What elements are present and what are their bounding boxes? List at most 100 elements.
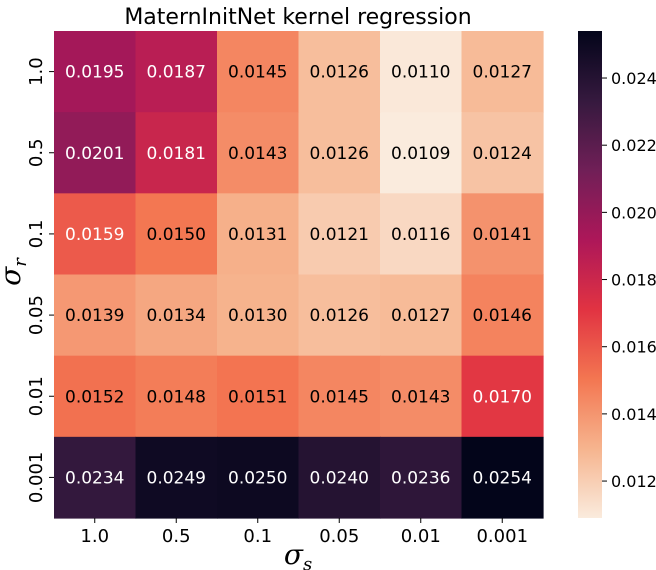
y-tick-label: 0.001 [26, 452, 47, 504]
y-tick-label: 0.01 [26, 376, 47, 416]
cell-value-label: 0.0240 [310, 468, 369, 488]
cell-value-label: 0.0130 [228, 306, 287, 326]
heatmap-cell [298, 112, 381, 194]
heatmap-cell [298, 31, 381, 113]
x-tick-label: 0.5 [162, 526, 191, 547]
cell-value-label: 0.0145 [310, 387, 369, 407]
heatmap-cell [217, 274, 300, 357]
cell-value-label: 0.0126 [310, 306, 369, 326]
y-axis-label: σr [0, 257, 31, 286]
colorbar-tick-label: 0.024 [611, 69, 656, 88]
y-tick-label: 0.05 [26, 295, 47, 335]
heatmap-cell [54, 112, 137, 194]
heatmap-cell [461, 112, 544, 194]
cell-value-label: 0.0236 [391, 468, 450, 488]
heatmap-cells: 0.0195 0.0187 0.0145 0.0126 0.0110 0.0127 0.02… [54, 31, 544, 519]
cell-value-label: 0.0141 [473, 225, 532, 245]
x-tick-label: 0.001 [476, 526, 528, 547]
heatmap-cell [298, 193, 381, 276]
heatmap-cell [380, 436, 463, 519]
x-tick-label: 0.01 [401, 526, 441, 547]
heatmap-cell [217, 31, 300, 113]
cell-value-label: 0.0126 [310, 63, 369, 83]
cell-value-label: 0.0131 [228, 225, 287, 245]
cell-value-label: 0.0116 [391, 225, 450, 245]
heatmap-cell [461, 355, 544, 438]
cell-value-label: 0.0152 [65, 387, 124, 407]
heatmap-cell [461, 31, 544, 113]
heatmap-cell [298, 355, 381, 438]
colorbar-tick-label: 0.012 [611, 472, 656, 491]
x-tick-label: 0.05 [319, 526, 359, 547]
heatmap-cell [461, 193, 544, 276]
cell-value-label: 0.0150 [147, 225, 206, 245]
colorbar-tick-label: 0.018 [611, 271, 656, 290]
heatmap-cell [380, 31, 463, 113]
y-tick-label: 1.0 [26, 57, 47, 86]
heatmap-cell [135, 31, 218, 113]
heatmap-cell [380, 274, 463, 357]
cell-value-label: 0.0121 [310, 225, 369, 245]
colorbar-tick-label: 0.016 [611, 338, 656, 357]
x-tick-label: 1.0 [80, 526, 109, 547]
cell-value-label: 0.0109 [391, 144, 450, 164]
cell-value-label: 0.0249 [147, 468, 206, 488]
x-tick-label: 0.1 [243, 526, 272, 547]
heatmap-cell [461, 436, 544, 519]
heatmap-cell [54, 193, 137, 276]
cell-value-label: 0.0145 [228, 63, 287, 83]
cell-value-label: 0.0250 [228, 468, 287, 488]
heatmap-cell [135, 112, 218, 194]
heatmap-cell [380, 355, 463, 438]
heatmap-cell [298, 436, 381, 519]
colorbar-tick-label: 0.014 [611, 405, 656, 424]
heatmap-cell [217, 436, 300, 519]
cell-value-label: 0.0170 [473, 387, 532, 407]
cell-value-label: 0.0126 [310, 144, 369, 164]
heatmap-cell [298, 274, 381, 357]
cell-value-label: 0.0187 [147, 63, 206, 83]
cell-value-label: 0.0146 [473, 306, 532, 326]
cell-value-label: 0.0159 [65, 225, 124, 245]
cell-value-label: 0.0143 [228, 144, 287, 164]
chart-title: MaternInitNet kernel regression [124, 5, 471, 30]
heatmap-cell [380, 193, 463, 276]
y-tick-label: 0.5 [26, 138, 47, 167]
colorbar [578, 31, 602, 518]
y-tick-label: 0.1 [26, 220, 47, 249]
cell-value-label: 0.0195 [65, 63, 124, 83]
cell-value-label: 0.0181 [147, 144, 206, 164]
x-axis-ticks: 1.0 0.5 0.1 0.05 0.01 0.001 [80, 518, 528, 547]
heatmap-cell [54, 436, 137, 519]
heatmap-cell [461, 274, 544, 357]
heatmap-cell [54, 274, 137, 357]
colorbar-ticks: 0.012 0.014 0.016 0.018 0.020 0.022 0.024 [602, 69, 656, 491]
heatmap-cell [54, 355, 137, 438]
cell-value-label: 0.0127 [391, 306, 450, 326]
heatmap-cell [217, 193, 300, 276]
x-axis-label: σs [284, 538, 312, 570]
cell-value-label: 0.0254 [473, 468, 532, 488]
cell-value-label: 0.0134 [147, 306, 206, 326]
cell-value-label: 0.0143 [391, 387, 450, 407]
cell-value-label: 0.0234 [65, 468, 124, 488]
cell-value-label: 0.0151 [228, 387, 287, 407]
cell-value-label: 0.0139 [65, 306, 124, 326]
cell-value-label: 0.0124 [473, 144, 532, 164]
cell-value-label: 0.0148 [147, 387, 206, 407]
heatmap-cell [54, 31, 137, 113]
cell-value-label: 0.0201 [65, 144, 124, 164]
heatmap-cell [135, 274, 218, 357]
heatmap-cell [135, 355, 218, 438]
y-axis-ticks: 1.0 0.5 0.1 0.05 0.01 0.001 [26, 57, 54, 503]
cell-value-label: 0.0110 [391, 63, 450, 83]
heatmap-cell [135, 193, 218, 276]
heatmap-cell [135, 436, 218, 519]
heatmap-cell [217, 355, 300, 438]
colorbar-tick-label: 0.022 [611, 136, 656, 155]
colorbar-tick-label: 0.020 [611, 203, 656, 222]
heatmap-cell [217, 112, 300, 194]
heatmap-cell [380, 112, 463, 194]
cell-value-label: 0.0127 [473, 63, 532, 83]
